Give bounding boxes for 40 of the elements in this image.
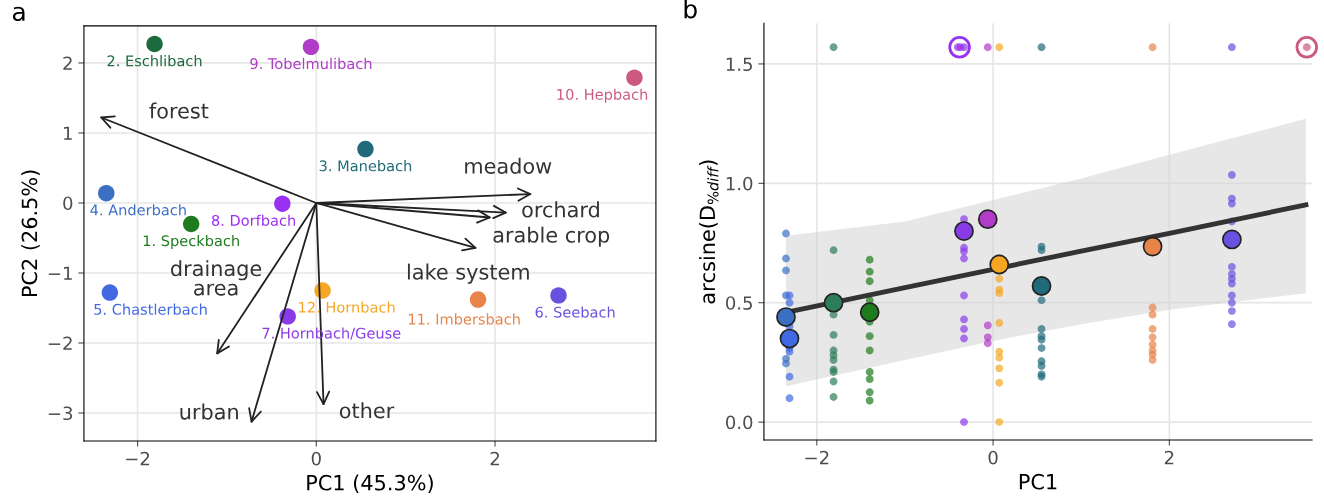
- x-tick-label: 0: [311, 451, 321, 466]
- series-label: 10. Hepbach: [557, 88, 648, 103]
- x-tick-label: 2: [490, 451, 499, 466]
- series-label: 2. Eschlibach: [107, 55, 202, 67]
- series-label: 9. Tobelmulibach: [250, 57, 372, 70]
- annotation: orchard: [522, 201, 599, 218]
- y-axis-title: arcsine(D$_{%diff}$): [699, 160, 719, 304]
- chart-title: a: [12, 6, 25, 22]
- y-tick-label: −3: [48, 406, 73, 421]
- x-axis-title: PC1 (45.3%): [307, 474, 433, 494]
- x-tick-label: 2: [1164, 450, 1174, 465]
- x-axis-title: PC1: [1019, 473, 1057, 490]
- series-label: 1. Speckbach: [143, 234, 239, 250]
- series-label: 6. Seebach: [535, 306, 615, 318]
- y-tick-label: 2: [63, 56, 72, 70]
- annotation: other: [339, 402, 395, 419]
- annotation: urban: [180, 403, 238, 420]
- annotation: drainage area: [171, 260, 262, 296]
- y-tick-label: 1.5: [726, 57, 752, 72]
- series-label: 8. Dorfbach: [211, 214, 295, 226]
- series-label: 11. Imbersbach: [408, 313, 520, 325]
- annotation: lake system: [407, 263, 529, 284]
- x-tick-label: 0: [988, 450, 998, 465]
- y-tick-label: 1: [64, 126, 72, 140]
- y-tick-label: 0.5: [726, 296, 752, 310]
- series-label: 3. Manebach: [319, 160, 412, 172]
- y-tick-label: 0.0: [726, 415, 753, 430]
- x-tick-label: −2: [126, 451, 150, 466]
- y-tick-label: 1.0: [726, 176, 753, 191]
- y-axis-title: PC2 (26.5%): [21, 170, 40, 297]
- y-tick-label: −1: [48, 266, 72, 280]
- annotation: arable crop: [493, 226, 610, 247]
- series-label: 4. Anderbach: [90, 204, 186, 216]
- y-tick-label: 0: [63, 196, 73, 211]
- y-tick-label: −2: [48, 336, 72, 350]
- series-label: 5. Chastlerbach: [94, 303, 207, 315]
- chart-title: b: [684, 0, 697, 19]
- annotation: forest: [149, 102, 209, 119]
- x-tick-label: −2: [805, 450, 829, 465]
- annotation: meadow: [465, 157, 552, 174]
